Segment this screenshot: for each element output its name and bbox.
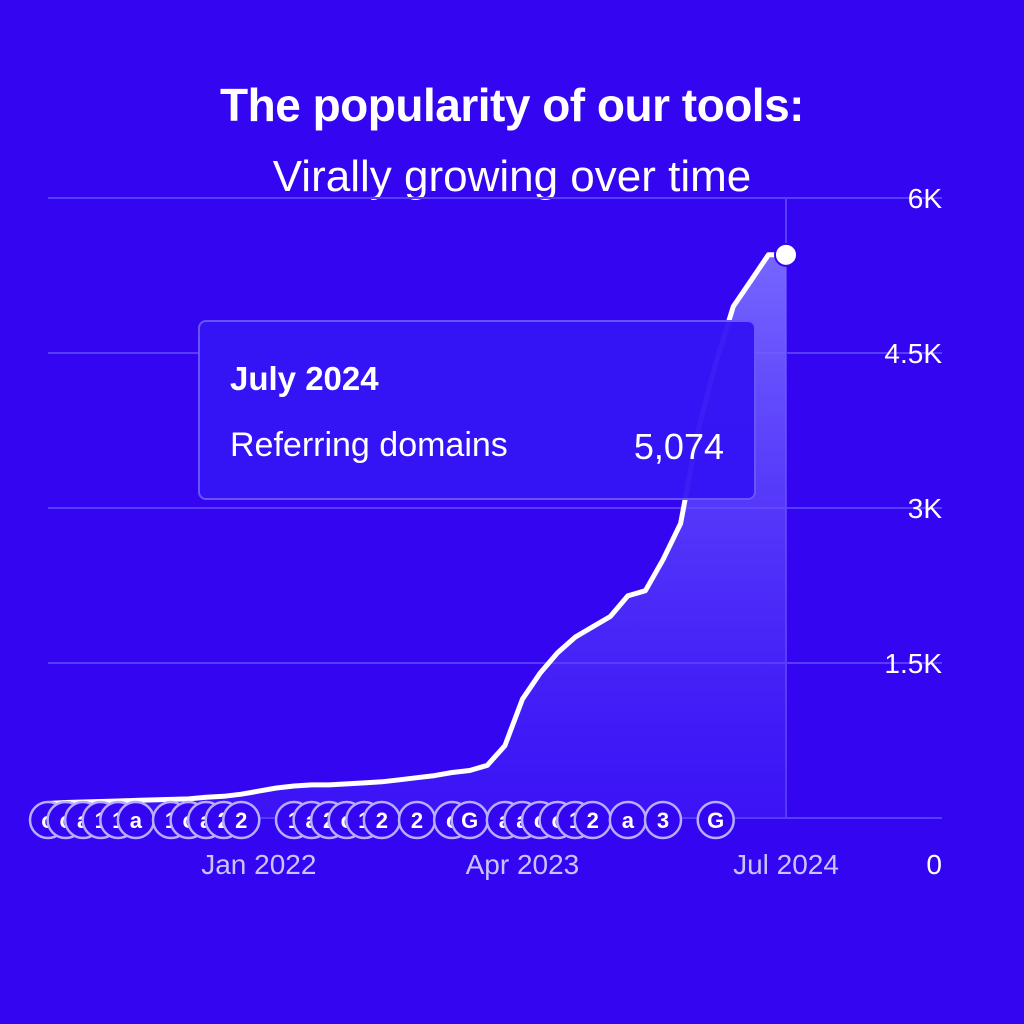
annotation-badge-circle — [696, 800, 735, 840]
data-point — [608, 615, 612, 619]
annotation-badge: 3 — [643, 800, 683, 840]
series-area-fill — [48, 254, 786, 819]
x-tick-label: Apr 2023 — [466, 849, 580, 880]
data-point — [239, 792, 243, 796]
data-point — [643, 589, 647, 593]
annotation-badge: 2 — [573, 800, 612, 840]
data-point — [573, 635, 577, 639]
tooltip-series-value: 5,074 — [633, 426, 724, 467]
data-point — [749, 279, 753, 283]
data-point — [433, 774, 437, 778]
data-point — [222, 794, 226, 798]
data-point — [468, 768, 472, 772]
data-point — [520, 697, 524, 701]
annotation-badge: a — [608, 800, 648, 840]
data-point — [362, 781, 366, 785]
annotation-badge-label: G — [461, 808, 478, 833]
annotation-badge-label: 2 — [376, 808, 388, 833]
tooltip-series-label: Referring domains — [230, 426, 508, 464]
chart-title: The popularity of our tools: — [220, 79, 804, 131]
x-tick-label: Jan 2022 — [201, 849, 316, 880]
data-point — [257, 789, 261, 793]
annotation-badge-label: a — [622, 808, 635, 833]
data-point — [151, 798, 155, 802]
data-point — [274, 786, 278, 790]
annotation-badge: G — [450, 800, 489, 840]
data-point — [538, 671, 542, 675]
annotation-badge: 2 — [362, 800, 402, 840]
annotation-badge-label: 2 — [235, 808, 247, 833]
annotation-badge-circle — [643, 800, 683, 840]
data-point — [397, 778, 401, 782]
data-point — [310, 783, 314, 787]
y-tick-label: 1.5K — [884, 648, 942, 679]
annotation-badge-label: G — [707, 808, 724, 833]
data-point — [766, 253, 770, 257]
tooltip-title: July 2024 — [230, 360, 379, 397]
data-point — [556, 651, 560, 655]
data-point — [204, 795, 208, 799]
data-point — [415, 776, 419, 780]
highlight-point-marker — [774, 242, 798, 267]
data-point — [187, 797, 191, 801]
annotation-badge: G — [696, 800, 735, 840]
annotation-badge-circle — [222, 800, 261, 840]
annotation-badge-label: 3 — [657, 808, 669, 833]
data-point — [345, 782, 349, 786]
annotation-badge: 2 — [222, 800, 261, 840]
data-point — [292, 784, 296, 788]
data-point — [626, 594, 630, 598]
data-point — [503, 744, 507, 748]
data-point — [679, 522, 683, 526]
x-tick-label: Jul 2024 — [733, 849, 839, 880]
data-point — [661, 558, 665, 562]
annotation-badge: 2 — [397, 800, 437, 840]
data-point — [327, 783, 331, 787]
chart-subtitle: Virally growing over time — [272, 152, 752, 201]
data-point — [731, 305, 735, 309]
annotation-badge-label: a — [130, 808, 143, 833]
y-tick-label: 4.5K — [884, 338, 942, 369]
y-tick-label: 3K — [908, 493, 943, 524]
data-point — [591, 625, 595, 629]
annotation-badge: a — [116, 800, 156, 840]
series-line-referring-domains — [45, 252, 789, 806]
y-tick-label: 0 — [926, 849, 942, 880]
annotation-badge-label: 2 — [411, 808, 423, 833]
y-tick-label: 6K — [908, 183, 943, 214]
annotation-badge-label: 2 — [587, 808, 599, 833]
data-point — [380, 780, 384, 784]
data-point — [485, 763, 489, 767]
data-tooltip: July 2024 Referring domains 5,074 — [198, 320, 756, 500]
data-point — [450, 771, 454, 775]
